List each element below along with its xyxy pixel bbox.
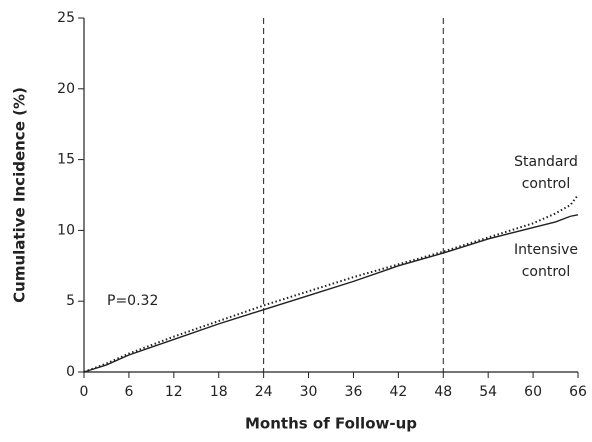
series-label: Standard control bbox=[514, 154, 578, 192]
x-axis-title: Months of Follow-up bbox=[245, 415, 417, 433]
x-tick-label: 48 bbox=[434, 384, 452, 400]
x-tick-label: 36 bbox=[345, 384, 363, 400]
x-tick-label: 60 bbox=[524, 384, 542, 400]
y-tick-label: 10 bbox=[57, 222, 75, 238]
x-tick-label: 30 bbox=[300, 384, 318, 400]
x-tick-label: 12 bbox=[165, 384, 183, 400]
series-line bbox=[83, 194, 579, 373]
x-tick-label: 0 bbox=[80, 384, 89, 400]
x-tick-label: 42 bbox=[389, 384, 407, 400]
annotation: P=0.32 bbox=[107, 293, 158, 309]
x-tick-label: 66 bbox=[569, 384, 587, 400]
y-tick-label: 25 bbox=[57, 10, 75, 26]
y-tick-label: 5 bbox=[66, 293, 75, 309]
y-tick-label: 0 bbox=[66, 364, 75, 380]
x-tick-label: 54 bbox=[479, 384, 497, 400]
x-tick-label: 24 bbox=[255, 384, 273, 400]
x-tick-label: 6 bbox=[124, 384, 133, 400]
x-tick-label: 18 bbox=[210, 384, 228, 400]
y-tick-label: 20 bbox=[57, 81, 75, 97]
y-axis-title: Cumulative Incidence (%) bbox=[11, 87, 29, 303]
y-tick-label: 15 bbox=[57, 152, 75, 168]
series-label: Intensive control bbox=[514, 242, 578, 280]
series-line bbox=[83, 214, 579, 373]
